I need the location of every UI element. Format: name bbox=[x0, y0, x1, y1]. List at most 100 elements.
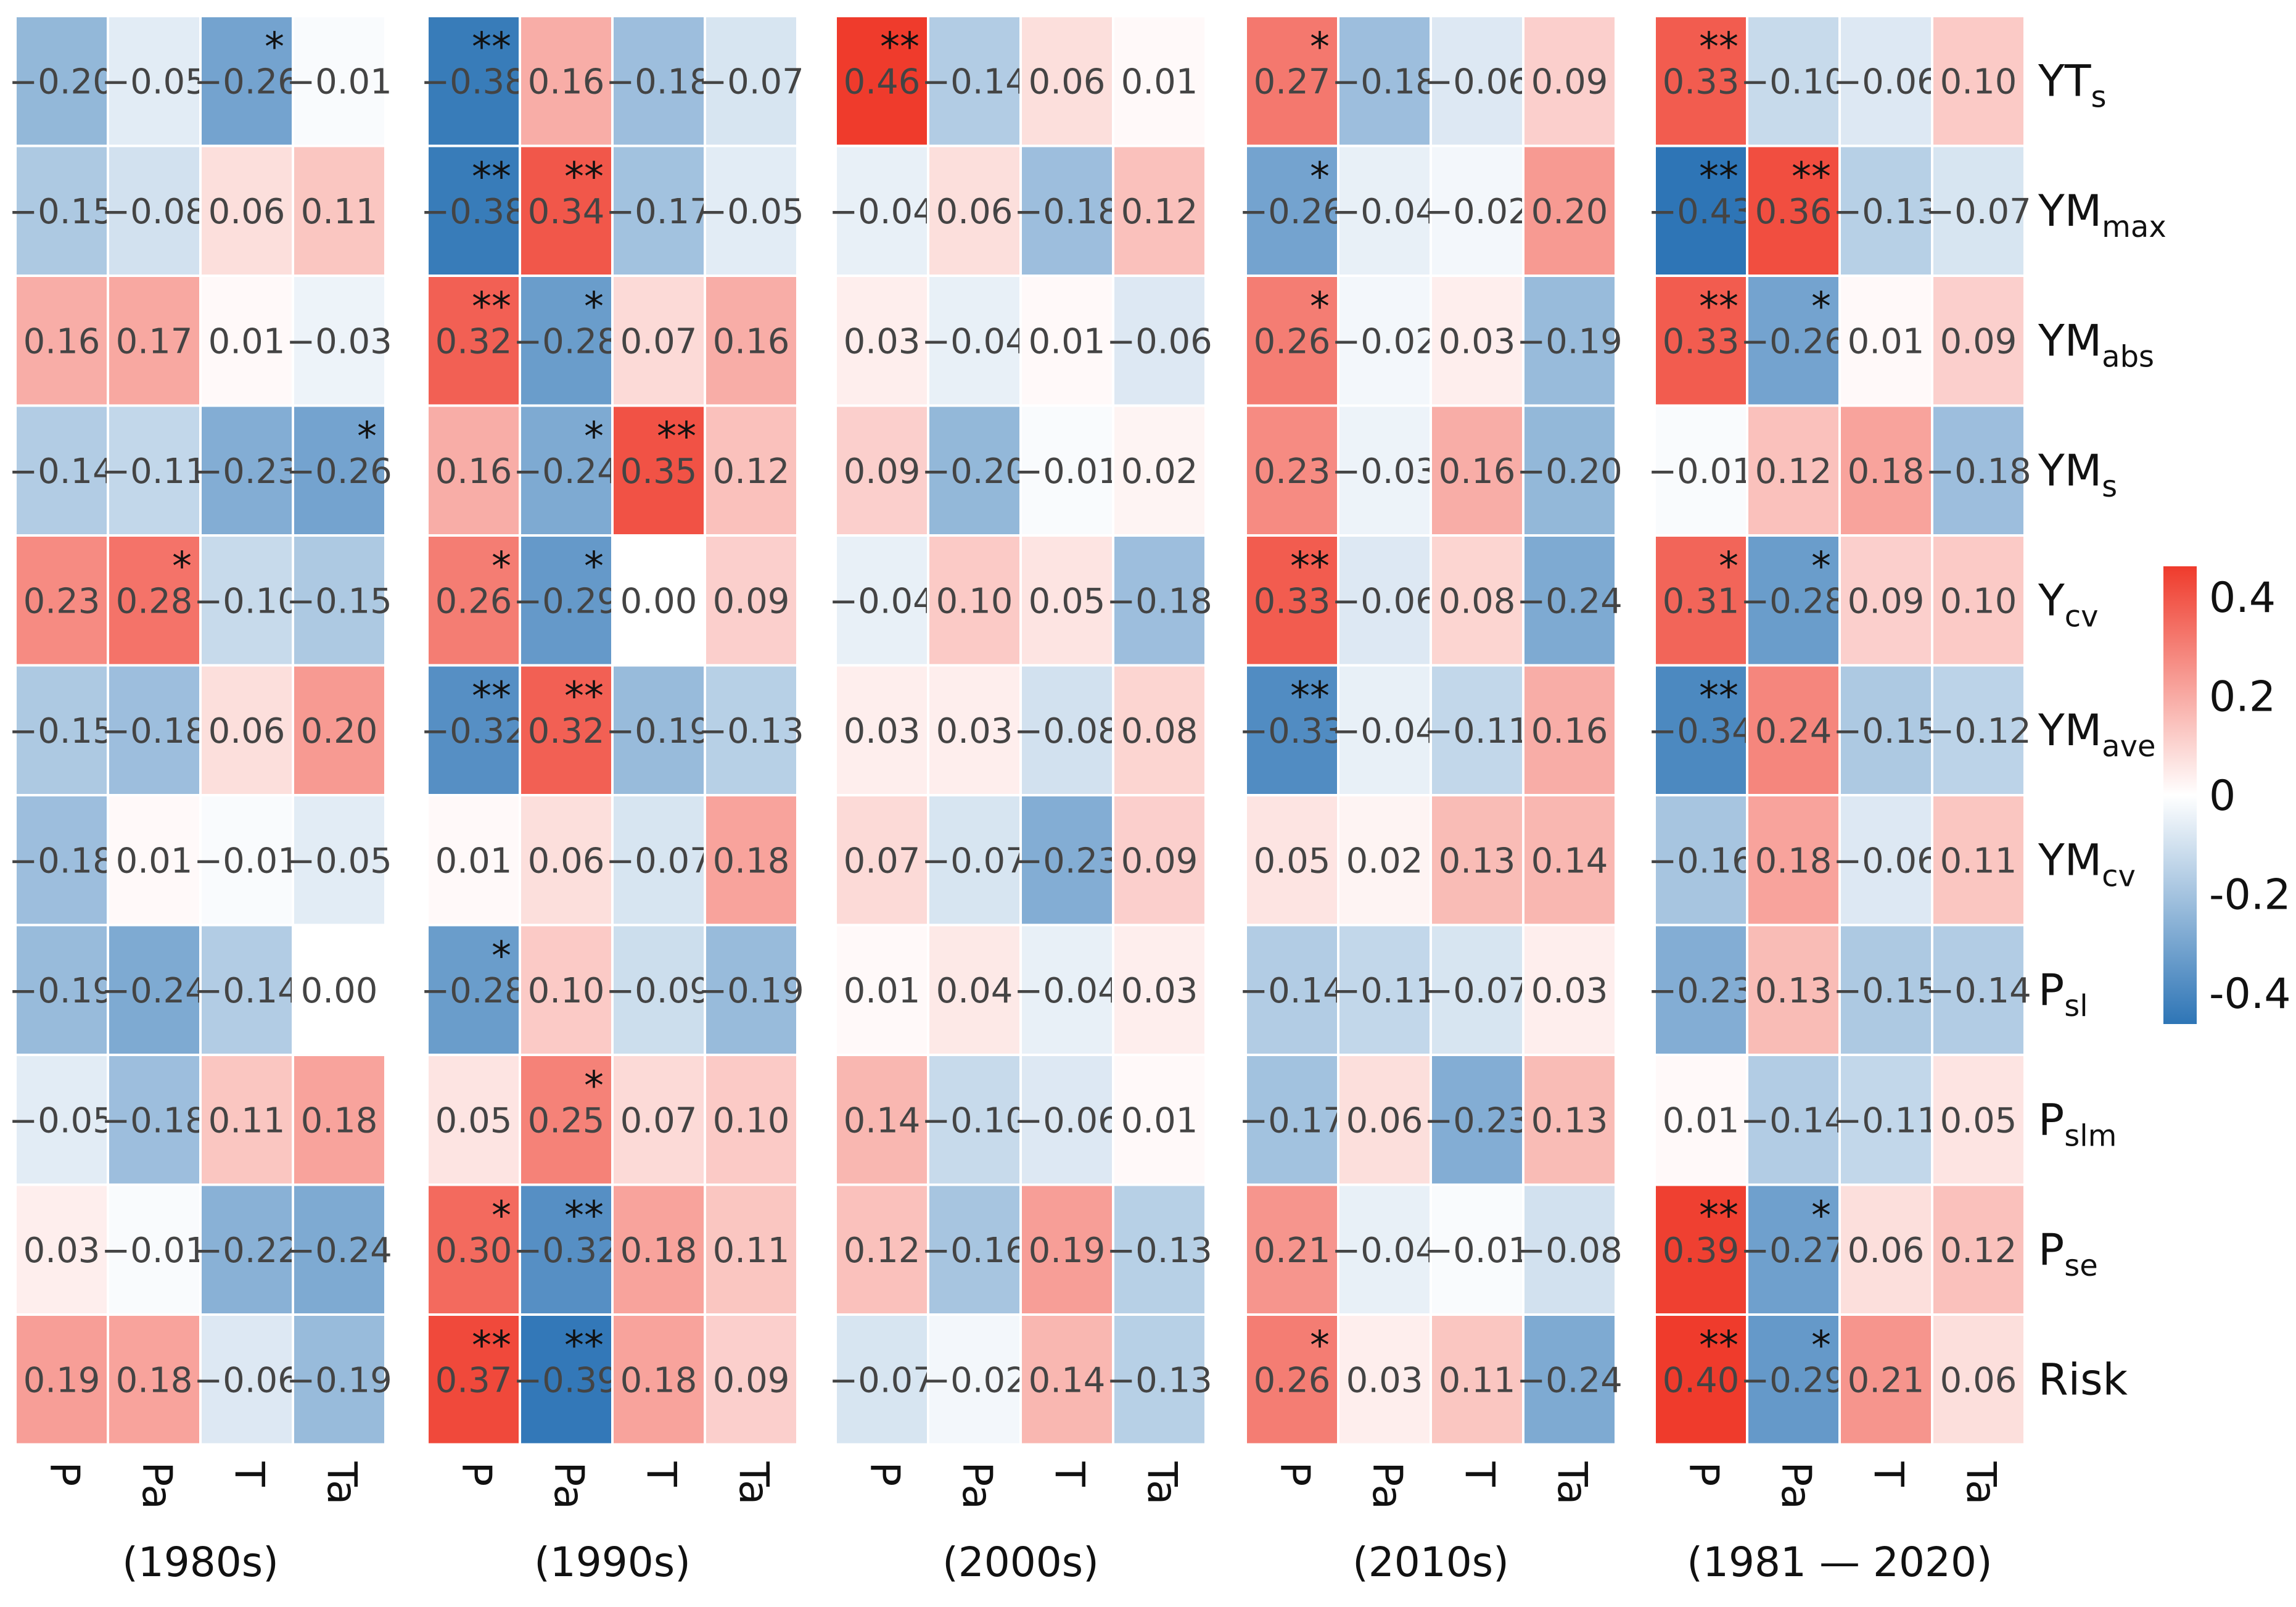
heatmap-cell bbox=[1112, 1313, 1207, 1446]
cell-value-label: 0.03 bbox=[1121, 971, 1198, 1011]
cell-value-label: 0.07 bbox=[620, 321, 697, 361]
heatmap-cell bbox=[1931, 15, 2026, 147]
heatmap-cell bbox=[1430, 664, 1524, 796]
cell-value-label: −0.08 bbox=[101, 192, 207, 232]
significance-marker: ** bbox=[472, 674, 511, 720]
cell-value-label: −0.04 bbox=[829, 581, 935, 621]
row-label: YMmax bbox=[2038, 186, 2166, 244]
cell-value-label: 0.14 bbox=[1531, 841, 1608, 881]
cell-value-label: 0.18 bbox=[620, 1360, 697, 1400]
heatmap-cell bbox=[1112, 534, 1207, 667]
heatmap-cell bbox=[519, 534, 614, 667]
colorbar-tick-label: 0 bbox=[2209, 772, 2236, 820]
heatmap-cell bbox=[1019, 923, 1114, 1056]
heatmap-cell bbox=[199, 794, 294, 927]
cell-value-label: −0.18 bbox=[9, 841, 115, 881]
cell-value-label: 0.18 bbox=[1848, 452, 1925, 492]
cell-value-label: 0.06 bbox=[1848, 1231, 1925, 1271]
heatmap-cell bbox=[1522, 15, 1617, 147]
cell-value-label: 0.10 bbox=[1940, 581, 2017, 621]
cell-value-label: −0.14 bbox=[9, 452, 115, 492]
significance-marker: ** bbox=[1792, 155, 1831, 200]
cell-value-label: 0.28 bbox=[116, 581, 193, 621]
heatmap-cell bbox=[1430, 144, 1524, 277]
column-tick-label: Pa bbox=[545, 1462, 593, 1510]
significance-marker: ** bbox=[564, 674, 604, 720]
heatmap-cell bbox=[834, 794, 929, 927]
heatmap-cell bbox=[1245, 404, 1339, 537]
heatmap-cell bbox=[1746, 275, 1841, 407]
panel-0: −0.20−0.05−0.26*−0.01−0.15−0.08 0.06 0.110… bbox=[9, 15, 392, 1586]
heatmap-cell bbox=[199, 404, 294, 537]
significance-marker: ** bbox=[1699, 284, 1738, 330]
cell-value-label: 0.01 bbox=[1029, 321, 1106, 361]
cell-value-label: 0.23 bbox=[1254, 452, 1331, 492]
column-tick-label: Ta bbox=[730, 1461, 778, 1505]
heatmap-cell bbox=[1112, 1183, 1207, 1316]
heatmap-cell bbox=[704, 1183, 799, 1316]
cell-value-label: −0.04 bbox=[1331, 192, 1438, 232]
row-labels: YTs YMmax YMabs YMs Ycv YMave YMcv Psl Pslm Pse Ri… bbox=[2038, 56, 2166, 1405]
heatmap-cell bbox=[834, 144, 929, 277]
significance-marker: ** bbox=[1699, 674, 1738, 720]
cell-value-label: −0.16 bbox=[1648, 841, 1754, 881]
cell-value-label: −0.19 bbox=[9, 971, 115, 1011]
cell-value-label: −0.29 bbox=[513, 581, 619, 621]
column-tick-label: P bbox=[1680, 1462, 1727, 1487]
cell-value-label: 0.01 bbox=[208, 321, 286, 361]
heatmap-cell bbox=[1337, 404, 1432, 537]
cell-value-label: −0.14 bbox=[1239, 971, 1345, 1011]
heatmap-cell bbox=[611, 404, 706, 537]
cell-value-label: −0.07 bbox=[921, 841, 1027, 881]
significance-marker: * bbox=[492, 544, 511, 590]
heatmap-cell bbox=[611, 275, 706, 407]
cell-value-label: 0.10 bbox=[713, 1101, 790, 1141]
cell-value-label: 0.18 bbox=[116, 1360, 193, 1400]
cell-value-label: −0.32 bbox=[513, 1231, 619, 1271]
cell-value-label: 0.12 bbox=[1121, 192, 1198, 232]
heatmap-cell bbox=[292, 664, 387, 796]
heatmap-cell bbox=[1838, 404, 1933, 537]
heatmap-cell bbox=[1746, 1313, 1841, 1446]
cell-value-label: −0.11 bbox=[1833, 1101, 1939, 1141]
cell-value-label: 0.10 bbox=[528, 971, 605, 1011]
cell-value-label: 0.16 bbox=[713, 321, 790, 361]
heatmap-cell bbox=[1931, 275, 2026, 407]
heatmap-cell bbox=[426, 1313, 521, 1446]
significance-marker: * bbox=[1719, 544, 1738, 590]
cell-value-label: −0.01 bbox=[286, 62, 392, 102]
cell-value-label: −0.06 bbox=[1833, 841, 1939, 881]
significance-marker: * bbox=[492, 1194, 511, 1239]
cell-value-label: −0.28 bbox=[421, 971, 527, 1011]
heatmap-cell bbox=[426, 404, 521, 537]
heatmap-cell bbox=[1838, 923, 1933, 1056]
heatmap-cell bbox=[1337, 1183, 1432, 1316]
cell-value-label: 0.35 bbox=[620, 452, 697, 492]
cell-value-label: −0.26 bbox=[1239, 192, 1345, 232]
heatmap-cell bbox=[1019, 275, 1114, 407]
cell-value-label: −0.19 bbox=[286, 1360, 392, 1400]
cell-value-label: −0.09 bbox=[606, 971, 712, 1011]
heatmap-cell bbox=[1838, 275, 1933, 407]
heatmap-cell bbox=[1430, 923, 1524, 1056]
cell-value-label: −0.07 bbox=[606, 841, 712, 881]
heatmap-cell bbox=[1112, 664, 1207, 796]
significance-marker: * bbox=[1811, 284, 1831, 330]
cell-value-label: −0.07 bbox=[1925, 192, 2031, 232]
cell-value-label: −0.18 bbox=[1106, 581, 1212, 621]
heatmap-cell bbox=[1838, 1313, 1933, 1446]
heatmap-cell bbox=[1522, 923, 1617, 1056]
cell-value-label: −0.04 bbox=[1331, 711, 1438, 751]
heatmap-cell bbox=[107, 923, 202, 1056]
significance-marker: ** bbox=[1699, 1323, 1738, 1369]
heatmap-cell bbox=[927, 923, 1022, 1056]
cell-value-label: 0.16 bbox=[528, 62, 605, 102]
cell-value-label: −0.24 bbox=[1516, 581, 1623, 621]
cell-value-label: −0.19 bbox=[1516, 321, 1623, 361]
cell-value-label: 0.20 bbox=[301, 711, 378, 751]
cell-value-label: −0.15 bbox=[1833, 711, 1939, 751]
cell-value-label: −0.11 bbox=[1331, 971, 1438, 1011]
row-label: YMcv bbox=[2038, 835, 2136, 893]
cell-value-label: 0.16 bbox=[1439, 452, 1516, 492]
cell-value-label: −0.26 bbox=[194, 62, 300, 102]
